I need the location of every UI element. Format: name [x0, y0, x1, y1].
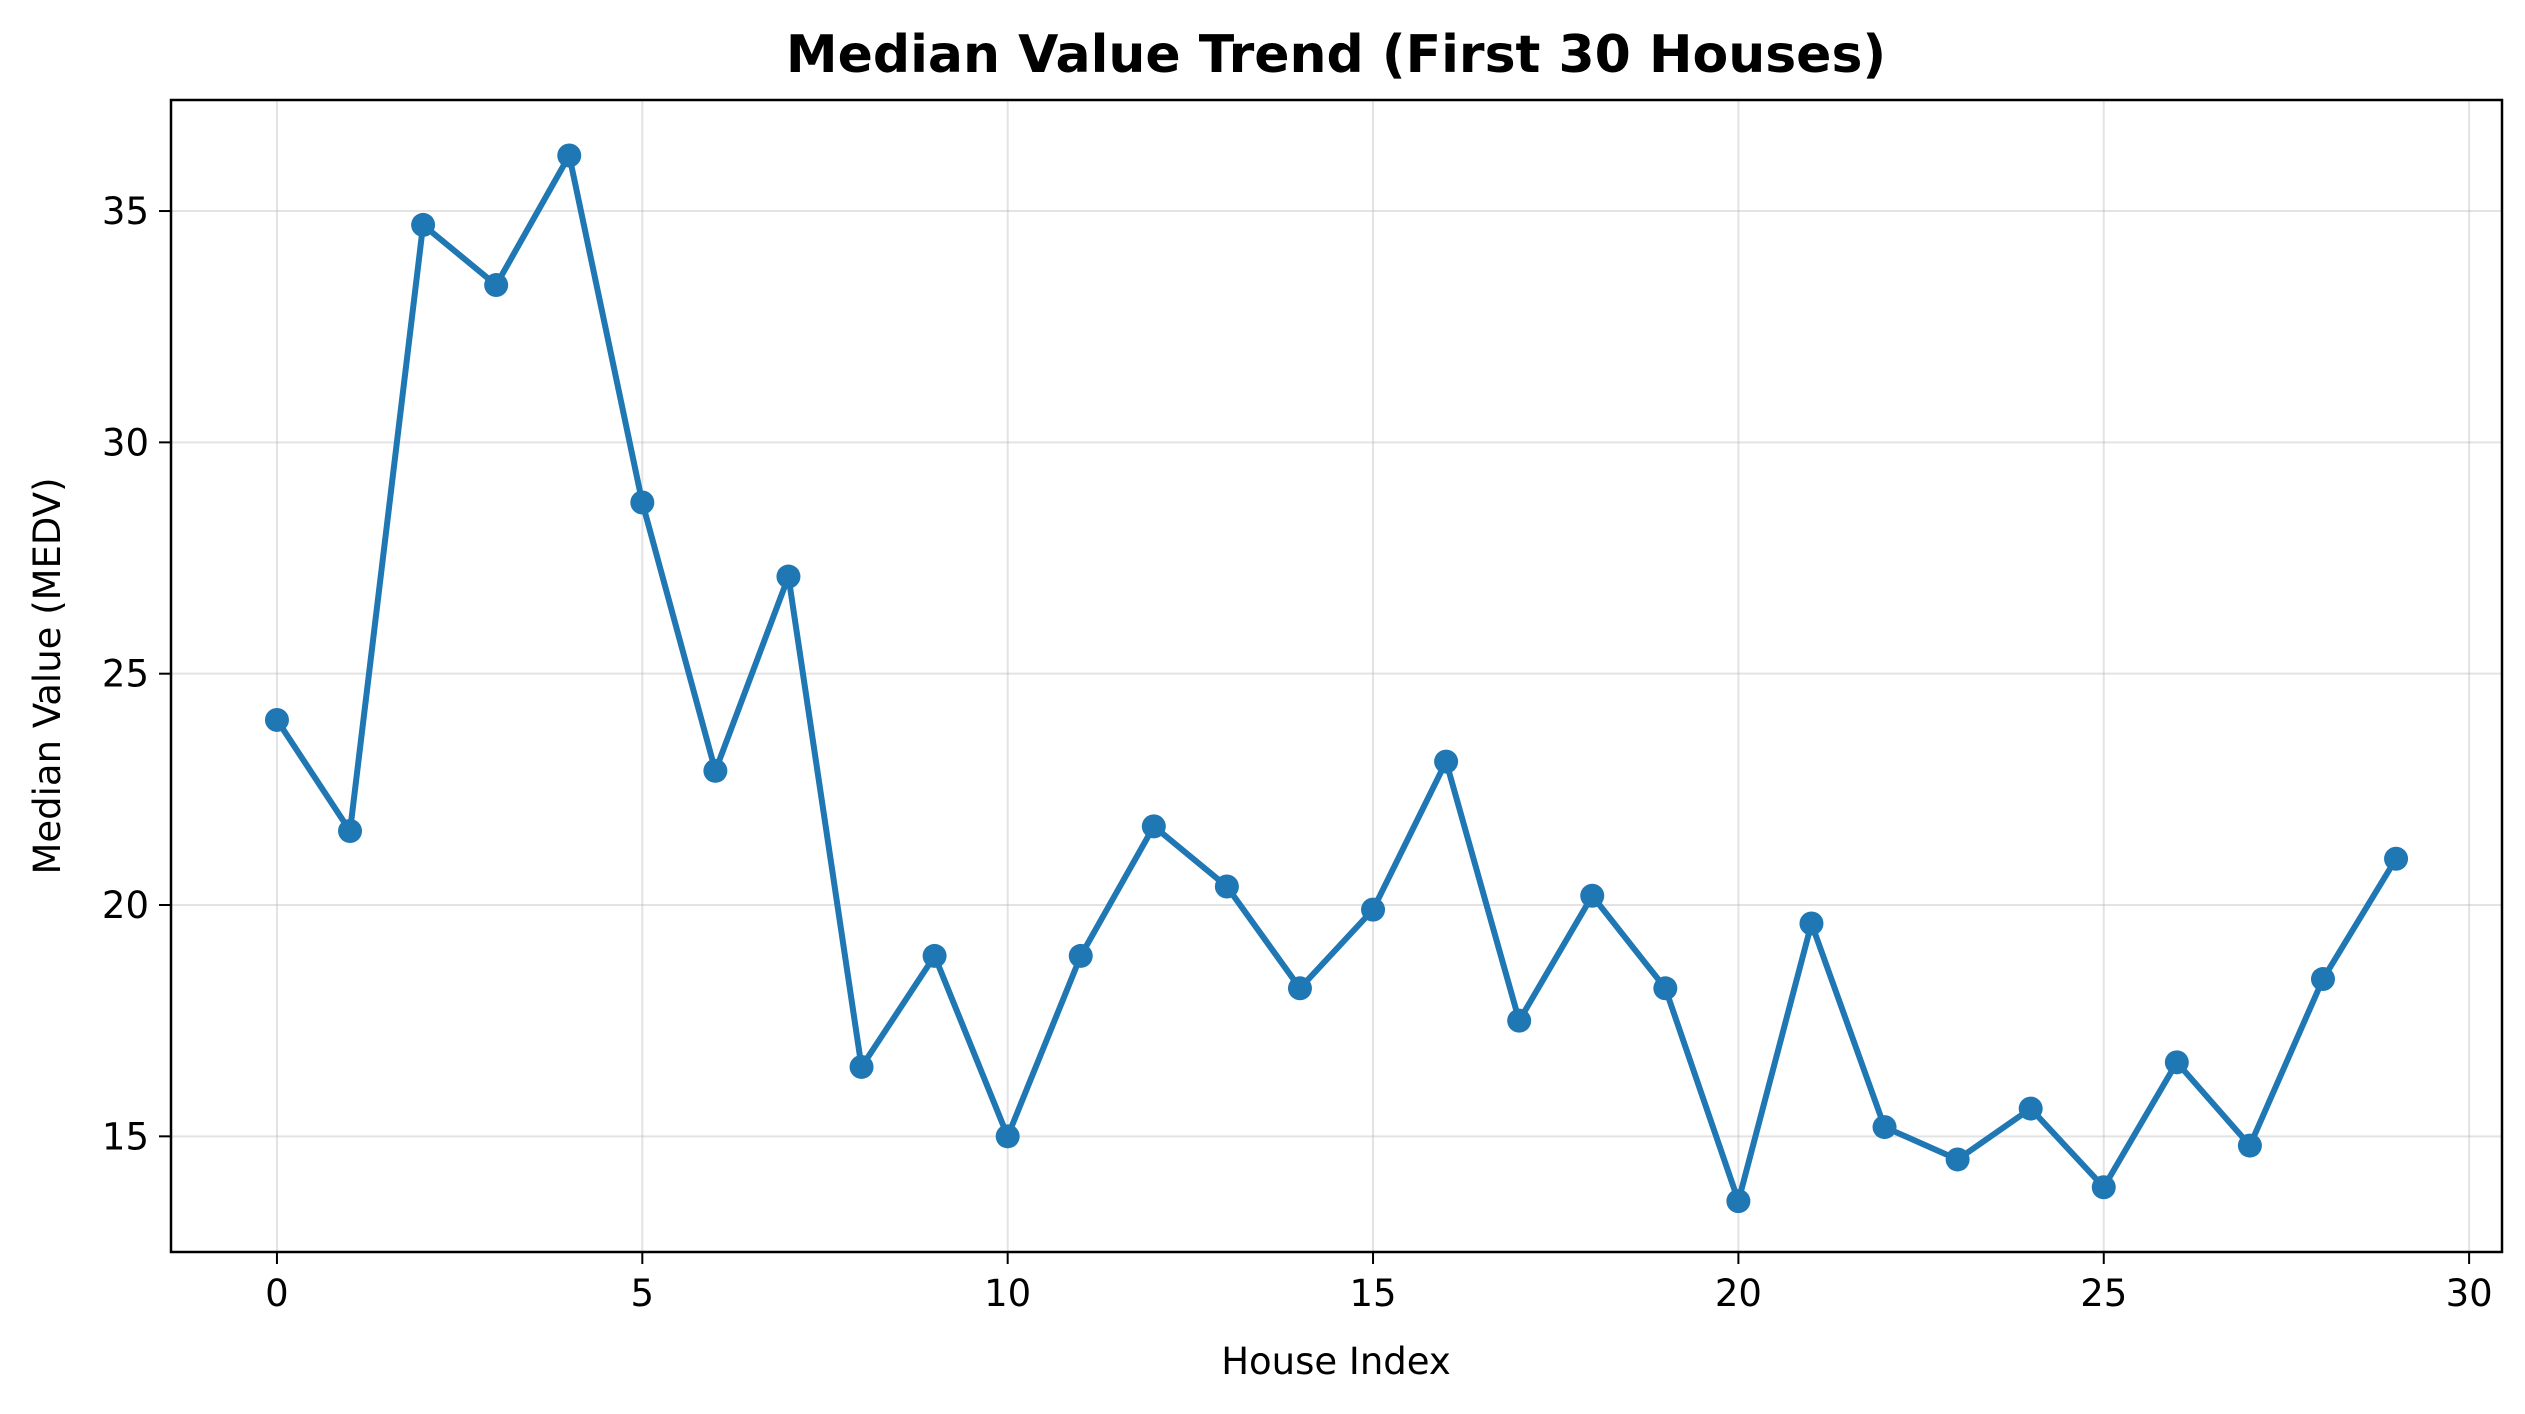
x-tick-label: 5	[631, 1272, 655, 1315]
y-tick-label: 35	[102, 190, 149, 233]
data-point	[1214, 874, 1239, 899]
data-point	[630, 490, 655, 515]
axis-ticks: 0 5 10 15 20 25 30 15 20 25 30 35	[102, 190, 2493, 1315]
data-point	[1287, 976, 1312, 1001]
data-point	[2164, 1050, 2189, 1075]
x-tick-label: 15	[1349, 1272, 1396, 1315]
y-tick-label: 25	[102, 653, 149, 696]
y-tick-label: 30	[102, 421, 149, 464]
x-tick-label: 20	[1715, 1272, 1762, 1315]
data-point	[1068, 943, 1093, 968]
y-tick-label: 15	[102, 1115, 149, 1158]
data-point	[922, 943, 947, 968]
data-point	[484, 273, 509, 298]
data-point	[1141, 814, 1166, 839]
data-point	[703, 758, 728, 783]
x-axis-label: House Index	[1221, 1340, 1451, 1383]
grid	[171, 100, 2502, 1252]
data-point	[1872, 1115, 1897, 1140]
data-point	[1507, 1008, 1532, 1033]
data-point	[264, 707, 289, 732]
data-point	[1945, 1147, 1970, 1172]
data-point	[2384, 846, 2409, 871]
data-point	[2310, 967, 2335, 992]
data-point	[1726, 1189, 1751, 1214]
data-point	[338, 818, 363, 843]
data-point	[1580, 883, 1605, 908]
data-point	[1434, 749, 1459, 774]
data-point	[1361, 897, 1386, 922]
plot-area	[169, 98, 2504, 1254]
x-tick-label: 0	[265, 1272, 289, 1315]
data-point	[2091, 1175, 2116, 1200]
data-point	[995, 1124, 1020, 1149]
data-series	[264, 143, 2409, 1214]
data-point	[1799, 911, 1824, 936]
y-tick-label: 20	[102, 884, 149, 927]
data-point	[849, 1054, 874, 1079]
y-axis-label: Median Value (MEDV)	[26, 477, 69, 874]
data-point	[2018, 1096, 2043, 1121]
chart-title: Median Value Trend (First 30 Houses)	[786, 25, 1886, 85]
data-point	[557, 143, 582, 168]
series-line	[273, 152, 2400, 1205]
data-point	[776, 564, 801, 589]
data-point	[411, 212, 436, 237]
x-tick-label: 25	[2080, 1272, 2127, 1315]
data-point	[2237, 1133, 2262, 1158]
x-tick-label: 10	[984, 1272, 1031, 1315]
data-point	[1653, 976, 1678, 1001]
x-tick-label: 30	[2446, 1272, 2493, 1315]
